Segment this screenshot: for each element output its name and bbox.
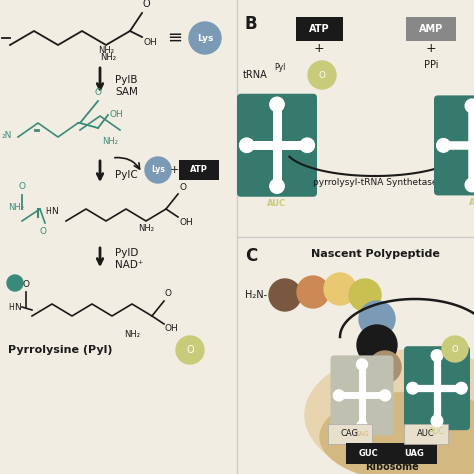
- Text: Lys: Lys: [197, 34, 213, 43]
- FancyBboxPatch shape: [404, 346, 470, 430]
- Text: tRNA: tRNA: [243, 70, 268, 80]
- Text: NH₂: NH₂: [98, 46, 114, 55]
- Text: B: B: [245, 15, 258, 33]
- Text: +: +: [314, 42, 324, 55]
- Text: +: +: [169, 165, 179, 175]
- Text: N: N: [51, 208, 58, 217]
- FancyBboxPatch shape: [328, 424, 372, 444]
- Circle shape: [356, 359, 367, 370]
- Text: A: A: [469, 198, 474, 207]
- FancyBboxPatch shape: [237, 94, 317, 197]
- Text: AUC: AUC: [267, 200, 287, 209]
- Text: NH₂: NH₂: [102, 137, 118, 146]
- FancyBboxPatch shape: [404, 424, 448, 444]
- Text: NH₂: NH₂: [138, 224, 154, 233]
- Circle shape: [189, 22, 221, 54]
- Text: OH: OH: [180, 218, 194, 227]
- Circle shape: [7, 275, 23, 291]
- Circle shape: [380, 390, 391, 401]
- Circle shape: [324, 273, 356, 305]
- FancyBboxPatch shape: [406, 17, 456, 41]
- Text: H₂N-: H₂N-: [245, 290, 267, 300]
- Circle shape: [465, 178, 474, 192]
- Text: O: O: [165, 289, 172, 298]
- FancyBboxPatch shape: [330, 356, 393, 436]
- Circle shape: [269, 279, 301, 311]
- Text: H: H: [8, 302, 14, 311]
- Text: Ribosome: Ribosome: [365, 462, 419, 472]
- Text: NH₂: NH₂: [8, 202, 24, 211]
- Text: PylC: PylC: [115, 170, 138, 180]
- Circle shape: [270, 179, 284, 193]
- Text: SAM: SAM: [115, 87, 138, 97]
- Text: OH: OH: [110, 109, 124, 118]
- Text: NH₂: NH₂: [100, 53, 116, 62]
- Text: O: O: [319, 71, 326, 80]
- Text: Lys: Lys: [151, 165, 165, 174]
- FancyBboxPatch shape: [434, 95, 474, 195]
- Circle shape: [176, 336, 204, 364]
- Text: ATP: ATP: [309, 24, 329, 34]
- Text: Pyrrolysine (Pyl): Pyrrolysine (Pyl): [8, 345, 112, 355]
- Text: O: O: [18, 182, 26, 191]
- Circle shape: [369, 351, 401, 383]
- Text: CAG: CAG: [341, 429, 359, 438]
- Text: Nascent Polypeptide: Nascent Polypeptide: [310, 249, 439, 259]
- Text: OH: OH: [144, 38, 158, 47]
- Text: O: O: [186, 345, 194, 355]
- Text: Pyl: Pyl: [274, 63, 285, 72]
- Circle shape: [356, 421, 367, 432]
- Text: PylD: PylD: [115, 248, 138, 258]
- Circle shape: [297, 276, 329, 308]
- Text: O: O: [452, 345, 458, 354]
- Circle shape: [465, 99, 474, 113]
- Circle shape: [239, 138, 254, 153]
- Text: OH: OH: [165, 324, 179, 333]
- Ellipse shape: [305, 350, 474, 474]
- Text: O: O: [94, 88, 101, 97]
- Text: AUC: AUC: [429, 428, 445, 437]
- Circle shape: [145, 157, 171, 183]
- Text: H: H: [45, 208, 51, 217]
- Text: O: O: [143, 0, 151, 9]
- Circle shape: [431, 350, 443, 361]
- Text: CAG: CAG: [355, 431, 369, 437]
- Ellipse shape: [320, 392, 474, 474]
- Circle shape: [407, 383, 419, 394]
- Text: O: O: [22, 280, 29, 289]
- Circle shape: [349, 279, 381, 311]
- Circle shape: [431, 415, 443, 427]
- Text: +: +: [426, 42, 436, 55]
- FancyBboxPatch shape: [346, 443, 392, 464]
- Circle shape: [308, 61, 336, 89]
- FancyBboxPatch shape: [391, 443, 437, 464]
- FancyBboxPatch shape: [296, 17, 343, 41]
- Text: GUC: GUC: [359, 449, 379, 458]
- Text: C: C: [245, 247, 257, 265]
- Circle shape: [359, 301, 395, 337]
- Text: AMP: AMP: [419, 24, 443, 34]
- Circle shape: [357, 325, 397, 365]
- Circle shape: [270, 97, 284, 111]
- Text: PylB: PylB: [115, 75, 137, 85]
- Text: NAD⁺: NAD⁺: [115, 260, 143, 270]
- Text: NH₂: NH₂: [124, 330, 140, 339]
- Circle shape: [300, 138, 314, 153]
- Text: UAG: UAG: [404, 449, 424, 458]
- Circle shape: [442, 336, 468, 362]
- Text: ₂N: ₂N: [1, 130, 12, 139]
- Circle shape: [333, 390, 345, 401]
- Text: O: O: [39, 227, 46, 236]
- Circle shape: [456, 383, 467, 394]
- Text: AUC: AUC: [417, 429, 435, 438]
- Text: pyrrolysyl-tRNA Synthetase: pyrrolysyl-tRNA Synthetase: [313, 178, 437, 187]
- Text: PPi: PPi: [424, 60, 438, 70]
- FancyBboxPatch shape: [179, 160, 219, 180]
- Text: O: O: [180, 183, 187, 192]
- Text: ≡: ≡: [167, 29, 182, 47]
- Circle shape: [437, 138, 450, 152]
- Text: N: N: [14, 302, 21, 311]
- Text: ATP: ATP: [190, 165, 208, 174]
